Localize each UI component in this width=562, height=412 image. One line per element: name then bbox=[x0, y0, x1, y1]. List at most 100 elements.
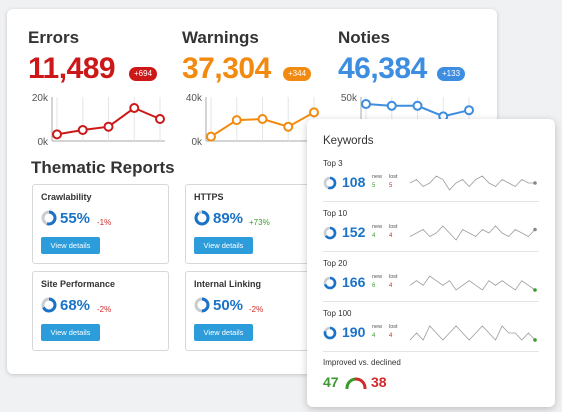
thematic-reports-title: Thematic Reports bbox=[31, 158, 175, 177]
lost-count: 4 bbox=[389, 333, 393, 339]
declined-count: 38 bbox=[371, 374, 387, 390]
y-tick-label: 40k bbox=[186, 93, 203, 104]
keyword-row-top20[interactable]: Top 20 166 new lost 6 4 bbox=[323, 259, 539, 309]
keyword-sparkline bbox=[409, 275, 537, 292]
view-details-button[interactable]: View details bbox=[41, 237, 100, 254]
ring-fill bbox=[323, 176, 337, 190]
view-details-button[interactable]: View details bbox=[194, 324, 253, 341]
new-label: new bbox=[372, 274, 383, 280]
improved-count: 47 bbox=[323, 374, 339, 390]
keyword-count: 190 bbox=[342, 324, 366, 340]
progress-ring-icon bbox=[194, 297, 210, 313]
report-percent: 55% bbox=[60, 210, 91, 227]
improved-vs-declined-label: Improved vs. declined bbox=[323, 358, 401, 367]
divider bbox=[323, 201, 539, 202]
data-point bbox=[309, 107, 319, 118]
report-name: Internal Linking bbox=[194, 279, 262, 289]
view-details-button[interactable]: View details bbox=[41, 324, 100, 341]
sparkline-path bbox=[409, 275, 536, 291]
notices-value[interactable]: 46,384 bbox=[338, 52, 427, 85]
report-card-internal-linking: Internal Linking 50% -2% View details bbox=[185, 271, 322, 351]
ring-fill bbox=[323, 276, 337, 290]
keyword-row-label: Top 20 bbox=[323, 259, 348, 268]
keyword-row-top100[interactable]: Top 100 190 new lost 4 4 bbox=[323, 309, 539, 359]
progress-ring-icon bbox=[323, 176, 337, 190]
keyword-row-top3[interactable]: Top 3 108 new lost 5 5 bbox=[323, 159, 539, 209]
report-delta: -1% bbox=[97, 218, 112, 227]
keyword-sparkline bbox=[409, 175, 537, 191]
report-name: HTTPS bbox=[194, 192, 224, 202]
progress-ring-icon bbox=[41, 297, 57, 313]
data-point bbox=[361, 99, 371, 110]
y-tick-label: 0k bbox=[191, 137, 203, 148]
sparkline-path bbox=[409, 325, 536, 341]
report-delta: -2% bbox=[249, 305, 264, 314]
keyword-row-label: Top 3 bbox=[323, 159, 343, 168]
warnings-badge: +344 bbox=[283, 67, 312, 81]
keyword-row-top10[interactable]: Top 10 152 new lost 4 4 bbox=[323, 209, 539, 259]
lost-count: 4 bbox=[389, 283, 393, 289]
errors-badge: +694 bbox=[129, 67, 158, 81]
lost-label: lost bbox=[389, 324, 398, 330]
warnings-chart: 40k 0k bbox=[186, 93, 319, 148]
sparkline-path bbox=[409, 225, 536, 241]
y-tick-label: 50k bbox=[341, 93, 358, 104]
errors-value[interactable]: 11,489 bbox=[28, 52, 116, 85]
progress-ring-icon bbox=[323, 226, 337, 240]
data-point bbox=[206, 131, 216, 142]
data-point bbox=[103, 121, 114, 132]
report-name: Site Performance bbox=[41, 279, 116, 289]
data-point bbox=[412, 100, 423, 111]
sparkline-end-dot bbox=[533, 227, 537, 232]
notices-badge: +133 bbox=[437, 67, 466, 81]
sparkline-end-dot bbox=[533, 181, 537, 185]
sparkline-path bbox=[409, 175, 535, 191]
report-percent: 89% bbox=[213, 210, 244, 227]
ring-fill bbox=[323, 226, 337, 240]
data-point bbox=[464, 105, 474, 116]
lost-count: 5 bbox=[389, 183, 393, 189]
keyword-count: 108 bbox=[342, 174, 366, 190]
report-percent: 50% bbox=[213, 297, 244, 314]
divider bbox=[323, 301, 539, 302]
data-point bbox=[257, 114, 268, 124]
new-count: 4 bbox=[372, 333, 376, 339]
report-card-site-performance: Site Performance 68% -2% View details bbox=[32, 271, 169, 351]
arc-gauge-icon bbox=[345, 377, 367, 389]
progress-ring-icon bbox=[323, 326, 337, 340]
new-count: 4 bbox=[372, 233, 376, 239]
ring-fill bbox=[194, 297, 210, 313]
sparkline-end-dot bbox=[533, 288, 537, 292]
view-details-button[interactable]: View details bbox=[194, 237, 253, 254]
sparkline-end-dot bbox=[533, 338, 537, 342]
warnings-value[interactable]: 37,304 bbox=[182, 52, 271, 85]
data-point bbox=[283, 121, 294, 132]
divider bbox=[323, 251, 539, 252]
warnings-title: Warnings bbox=[182, 28, 259, 47]
lost-label: lost bbox=[389, 224, 398, 230]
new-count: 5 bbox=[372, 183, 376, 189]
lost-label: lost bbox=[389, 174, 398, 180]
ring-fill bbox=[41, 210, 57, 226]
data-point bbox=[231, 115, 242, 126]
ring-fill bbox=[194, 210, 210, 226]
ring-fill bbox=[41, 297, 57, 313]
keywords-title: Keywords bbox=[323, 135, 374, 147]
keyword-row-label: Top 10 bbox=[323, 209, 348, 218]
report-name: Crawlability bbox=[41, 192, 92, 202]
keyword-sparkline bbox=[409, 325, 537, 342]
keyword-count: 152 bbox=[342, 224, 366, 240]
new-label: new bbox=[372, 324, 383, 330]
data-point bbox=[155, 114, 165, 124]
new-count: 6 bbox=[372, 283, 376, 289]
data-point bbox=[77, 125, 88, 135]
report-delta: +73% bbox=[249, 218, 270, 227]
y-tick-label: 0k bbox=[37, 137, 49, 148]
keywords-card: Keywords Top 3 108 new lost 5 5 Top 10 1… bbox=[307, 119, 555, 407]
report-card-https: HTTPS 89% +73% View details bbox=[185, 184, 322, 264]
data-point bbox=[129, 103, 140, 113]
lost-label: lost bbox=[389, 274, 398, 280]
keyword-sparkline bbox=[409, 225, 537, 241]
progress-ring-icon bbox=[41, 210, 57, 226]
new-label: new bbox=[372, 174, 383, 180]
